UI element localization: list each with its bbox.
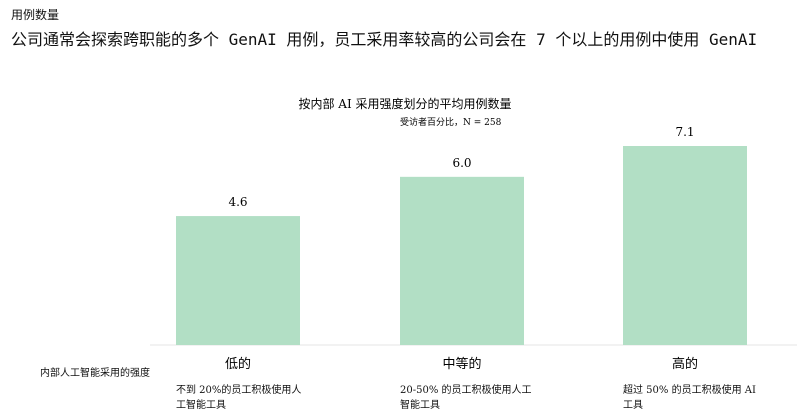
category-note: 超过 50% 的员工积极使用 AI 工具 <box>623 385 756 411</box>
x-axis-label: 内部人工智能采用的强度 <box>40 368 150 379</box>
x-tick-label: 中等的 <box>442 356 481 372</box>
bar <box>176 216 300 345</box>
chart-subtitle: 受访者百分比，N = 258 <box>400 116 502 128</box>
headline: 公司通常会探索跨职能的多个 GenAI 用例，员工采用率较高的公司会在 7 个以… <box>11 30 758 49</box>
value-label: 7.1 <box>675 125 694 139</box>
x-tick-label: 低的 <box>225 356 251 372</box>
value-label: 4.6 <box>228 195 247 209</box>
category-note: 不到 20%的员工积极使用人工智能工具 <box>176 385 302 411</box>
value-label: 6.0 <box>452 156 471 170</box>
bar <box>400 176 524 345</box>
x-tick-label: 高的 <box>672 356 698 372</box>
header: 用例数量 <box>11 8 60 22</box>
category-note: 20-50% 的员工积极使用人工智能工具 <box>400 385 532 411</box>
chart-title: 按内部 AI 采用强度划分的平均用例数量 <box>298 96 511 111</box>
bar <box>623 146 747 345</box>
